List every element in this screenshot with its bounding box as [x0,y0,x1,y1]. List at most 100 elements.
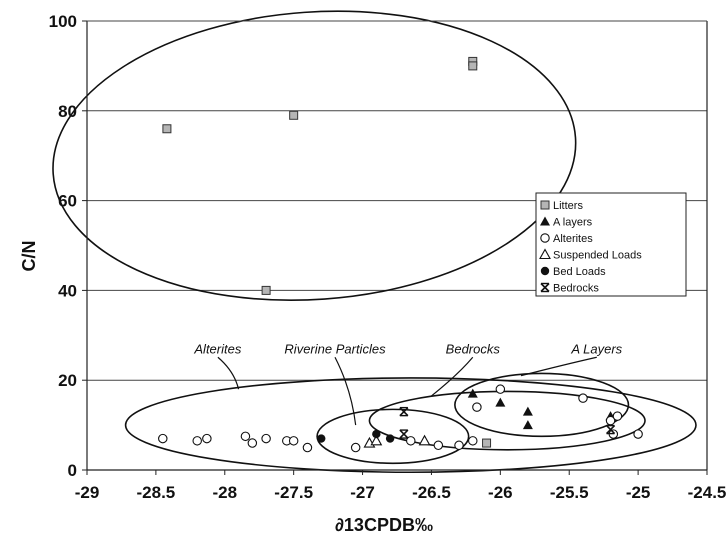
point-alterites [495,384,506,394]
marker-shape [468,436,478,446]
marker-shape [158,433,168,444]
y-tick-label: 20 [58,371,77,390]
marker-shape [162,124,172,134]
group-label: Alterites [193,341,241,356]
point-alterites [454,440,464,451]
legend: Litters A layers Alterites Suspended Loads B… [535,192,687,297]
group-ellipse [52,10,577,301]
marker-shape [261,285,271,295]
point-alterites [472,402,482,412]
legend-label-suspended-loads: Suspended Loads [553,250,642,262]
marker-shape [370,434,383,446]
point-alterites [605,415,616,426]
point-alterites [192,436,202,446]
marker-shape [372,429,381,439]
point-bedrocks [399,429,409,439]
y-tick-label: 80 [58,102,77,121]
point-litters [289,110,299,120]
legend-label-alterites: Alterites [553,233,593,245]
marker-shape [202,433,212,444]
marker-shape [467,388,478,398]
marker-shape [454,440,464,451]
marker-shape [289,110,299,120]
group-pointer [334,356,357,426]
group-pointer [217,356,240,390]
marker-shape [482,438,492,448]
x-tick-label: -26 [488,483,513,502]
legend-marker-a-layers [540,216,550,226]
y-tick-label: 40 [58,281,77,300]
marker-shape [612,411,623,421]
y-tick-label: 0 [68,461,77,480]
group-pointer [520,356,597,377]
point-alterites [288,436,299,446]
marker-shape [495,397,506,407]
point-bed-loads [317,434,326,443]
marker-shape [633,429,643,439]
point-bed-loads [385,434,395,443]
group-ellipse [454,372,630,438]
marker-shape [192,436,202,446]
marker-shape [240,431,251,442]
marker-shape [605,415,616,426]
marker-stroke [399,429,409,439]
x-tick-label: -28.5 [137,483,176,502]
point-alterites [302,442,313,453]
point-a-layers [467,388,478,398]
legend-label-a-layers: A layers [553,217,593,229]
marker-shape [468,61,478,71]
point-alterites [468,436,478,446]
marker-shape [288,436,299,446]
marker-shape [540,216,550,226]
point-litters [482,438,492,448]
marker-shape [522,420,533,430]
axes: 0 20 40 60 80 100 -29 -28.5 -28 -27.5 -27 -26.5 -26 -… [49,12,727,502]
marker-shape [522,406,533,416]
point-alterites [202,433,212,444]
y-tick-label: 60 [58,192,77,211]
marker-shape [539,248,551,260]
point-alterites [612,411,623,421]
legend-marker-alterites [540,233,550,243]
x-tick-label: -26.5 [412,483,451,502]
marker-shape [385,434,395,443]
marker-shape [302,442,313,453]
point-alterites [261,433,271,444]
label-pointers [217,356,597,426]
marker-shape [350,442,361,453]
point-bedrocks [399,406,409,417]
legend-label-bed-loads: Bed Loads [553,266,606,278]
x-tick-label: -25 [626,483,651,502]
group-ellipse [124,377,697,474]
marker-stroke [540,282,550,293]
y-tick-label: 100 [49,12,77,31]
point-alterites [350,442,361,453]
x-tick-label: -25.5 [550,483,589,502]
x-tick-label: -29 [75,483,100,502]
legend-box [535,192,687,297]
group-pointer [431,356,474,397]
point-alterites [433,440,444,451]
marker-shape [540,200,550,210]
group-labels: Alterites Riverine Particles Bedrocks A Lay… [193,341,622,356]
legend-marker-bed-loads [540,266,550,276]
marker-stroke [605,425,616,435]
marker-shape [317,434,326,443]
point-alterites [578,393,588,403]
point-suspended-loads [418,434,431,446]
group-label: A Layers [570,341,622,356]
point-alterites [633,429,643,439]
marker-shape [540,266,550,276]
point-bedrocks [605,424,616,435]
legend-label-litters: Litters [553,200,583,212]
point-a-layers [522,420,533,430]
group-ellipse [316,408,470,465]
x-tick-label: -27 [350,483,375,502]
x-axis-title: ∂13CPDB‰ [335,515,433,535]
group-ellipses [52,10,697,474]
marker-shape [472,402,482,412]
legend-marker-suspended-loads [539,248,551,260]
group-ellipse [368,390,646,451]
legend-label-bedrocks: Bedrocks [553,283,599,295]
